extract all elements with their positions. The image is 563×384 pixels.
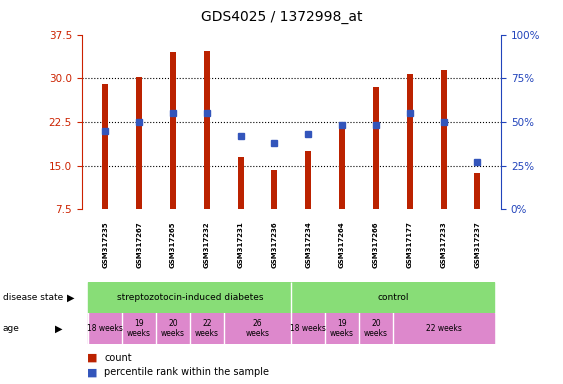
Text: 22 weeks: 22 weeks — [426, 324, 462, 333]
Bar — [238, 157, 244, 209]
Text: GSM317265: GSM317265 — [170, 221, 176, 268]
Text: 19
weeks: 19 weeks — [127, 319, 151, 338]
Bar — [292, 313, 325, 344]
Bar — [339, 128, 345, 209]
Bar — [88, 282, 292, 313]
Bar — [406, 74, 413, 209]
Text: 22
weeks: 22 weeks — [195, 319, 219, 338]
Text: GSM317237: GSM317237 — [475, 221, 480, 268]
Bar — [440, 70, 446, 209]
Text: 20
weeks: 20 weeks — [161, 319, 185, 338]
Bar — [224, 313, 292, 344]
Text: streptozotocin-induced diabetes: streptozotocin-induced diabetes — [117, 293, 263, 302]
Text: GSM317231: GSM317231 — [238, 221, 244, 268]
Text: GSM317232: GSM317232 — [204, 221, 210, 268]
Text: ■: ■ — [87, 353, 98, 363]
Text: 19
weeks: 19 weeks — [330, 319, 354, 338]
Bar — [88, 313, 122, 344]
Bar — [271, 170, 278, 209]
Text: ▶: ▶ — [66, 293, 74, 303]
Text: 20
weeks: 20 weeks — [364, 319, 388, 338]
Text: percentile rank within the sample: percentile rank within the sample — [104, 367, 269, 377]
Text: disease state: disease state — [3, 293, 63, 302]
Text: control: control — [377, 293, 409, 302]
Bar — [102, 84, 108, 209]
Bar — [156, 313, 190, 344]
Text: 18 weeks: 18 weeks — [87, 324, 123, 333]
Text: GSM317177: GSM317177 — [406, 221, 413, 268]
Text: ▶: ▶ — [55, 323, 63, 333]
Bar — [292, 282, 494, 313]
Text: 18 weeks: 18 weeks — [291, 324, 326, 333]
Bar — [122, 313, 156, 344]
Bar — [190, 313, 224, 344]
Text: GSM317266: GSM317266 — [373, 221, 379, 268]
Text: age: age — [3, 324, 20, 333]
Bar — [305, 151, 311, 209]
Bar — [204, 51, 210, 209]
Text: GDS4025 / 1372998_at: GDS4025 / 1372998_at — [201, 10, 362, 23]
Bar — [136, 77, 142, 209]
Bar — [373, 87, 379, 209]
Text: 26
weeks: 26 weeks — [245, 319, 270, 338]
Bar — [325, 313, 359, 344]
Text: GSM317235: GSM317235 — [102, 221, 108, 268]
Bar — [170, 52, 176, 209]
Bar — [359, 313, 393, 344]
Bar — [475, 172, 480, 209]
Text: GSM317236: GSM317236 — [271, 221, 278, 268]
Text: GSM317264: GSM317264 — [339, 221, 345, 268]
Text: GSM317233: GSM317233 — [441, 221, 446, 268]
Text: count: count — [104, 353, 132, 363]
Text: ■: ■ — [87, 367, 98, 377]
Text: GSM317234: GSM317234 — [305, 221, 311, 268]
Text: GSM317267: GSM317267 — [136, 221, 142, 268]
Bar — [393, 313, 494, 344]
